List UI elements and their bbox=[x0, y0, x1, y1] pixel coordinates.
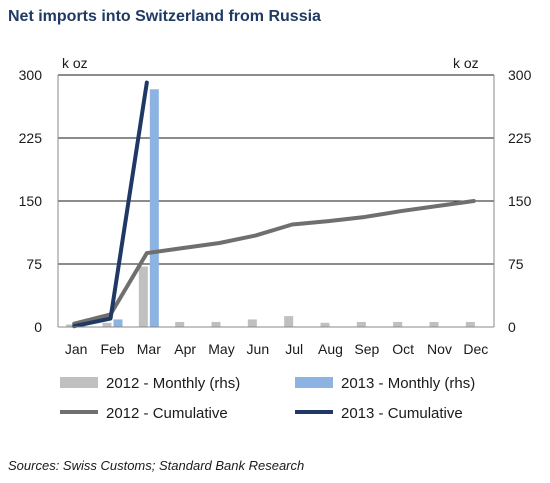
bar bbox=[465, 321, 475, 327]
bar bbox=[356, 321, 366, 327]
x-tick-label: Dec bbox=[463, 341, 488, 357]
x-tick-label: Jul bbox=[285, 341, 303, 357]
legend-label: 2013 - Monthly (rhs) bbox=[341, 375, 475, 392]
legend-label: 2012 - Cumulative bbox=[106, 405, 228, 422]
bar-group bbox=[66, 89, 475, 327]
right-axis-unit: k oz bbox=[453, 55, 479, 71]
y-tick-label-left: 75 bbox=[26, 256, 42, 272]
chart: 0 75 150 225 300 0 75 150 225 300 Jan Feb Mar Apr May J… bbox=[19, 55, 532, 422]
bar bbox=[113, 319, 123, 327]
y-tick-label-right: 225 bbox=[508, 130, 532, 146]
x-tick-label: Oct bbox=[392, 341, 414, 357]
y-tick-label-right: 75 bbox=[508, 256, 524, 272]
left-axis-unit: k oz bbox=[62, 55, 88, 71]
series-line bbox=[72, 80, 149, 329]
legend-swatch bbox=[60, 377, 98, 388]
y-tick-label-left: 225 bbox=[19, 130, 43, 146]
chart-title: Net imports into Switzerland from Russia bbox=[8, 8, 321, 25]
bar bbox=[149, 89, 159, 327]
y-tick-label-right: 150 bbox=[508, 193, 532, 209]
legend-swatch bbox=[295, 377, 333, 388]
x-tick-label: Aug bbox=[318, 341, 343, 357]
source-note: Sources: Swiss Customs; Standard Bank Re… bbox=[8, 458, 305, 473]
x-tick-label: Jun bbox=[247, 341, 270, 357]
axes bbox=[57, 75, 495, 328]
x-tick-label: Apr bbox=[174, 341, 196, 357]
bar bbox=[102, 322, 112, 327]
bar bbox=[138, 266, 148, 327]
bar bbox=[66, 324, 76, 327]
y-tick-label-left: 300 bbox=[19, 67, 43, 83]
y-tick-label-left: 150 bbox=[19, 193, 43, 209]
x-tick-label: Nov bbox=[427, 341, 452, 357]
grid-lines bbox=[58, 74, 494, 265]
bar bbox=[429, 321, 439, 327]
bar bbox=[284, 316, 294, 327]
bar bbox=[211, 321, 221, 327]
x-tick-label: Feb bbox=[100, 341, 124, 357]
bar bbox=[393, 321, 403, 327]
y-tick-label-left: 0 bbox=[34, 319, 42, 335]
bar bbox=[175, 321, 185, 327]
series-line bbox=[72, 199, 476, 326]
x-tick-label: Jan bbox=[65, 341, 88, 357]
line-group bbox=[72, 80, 476, 329]
x-tick-label: May bbox=[208, 341, 234, 357]
tick-labels: 0 75 150 225 300 0 75 150 225 300 Jan Feb Mar Apr May J… bbox=[19, 67, 532, 357]
y-tick-label-right: 0 bbox=[508, 319, 516, 335]
bar bbox=[320, 322, 330, 327]
y-tick-label-right: 300 bbox=[508, 67, 532, 83]
x-tick-label: Mar bbox=[137, 341, 161, 357]
bar bbox=[247, 319, 257, 327]
legend: 2012 - Monthly (rhs) 2013 - Monthly (rhs)… bbox=[60, 375, 475, 422]
x-tick-label: Sep bbox=[354, 341, 379, 357]
legend-label: 2013 - Cumulative bbox=[341, 405, 463, 422]
legend-label: 2012 - Monthly (rhs) bbox=[106, 375, 240, 392]
